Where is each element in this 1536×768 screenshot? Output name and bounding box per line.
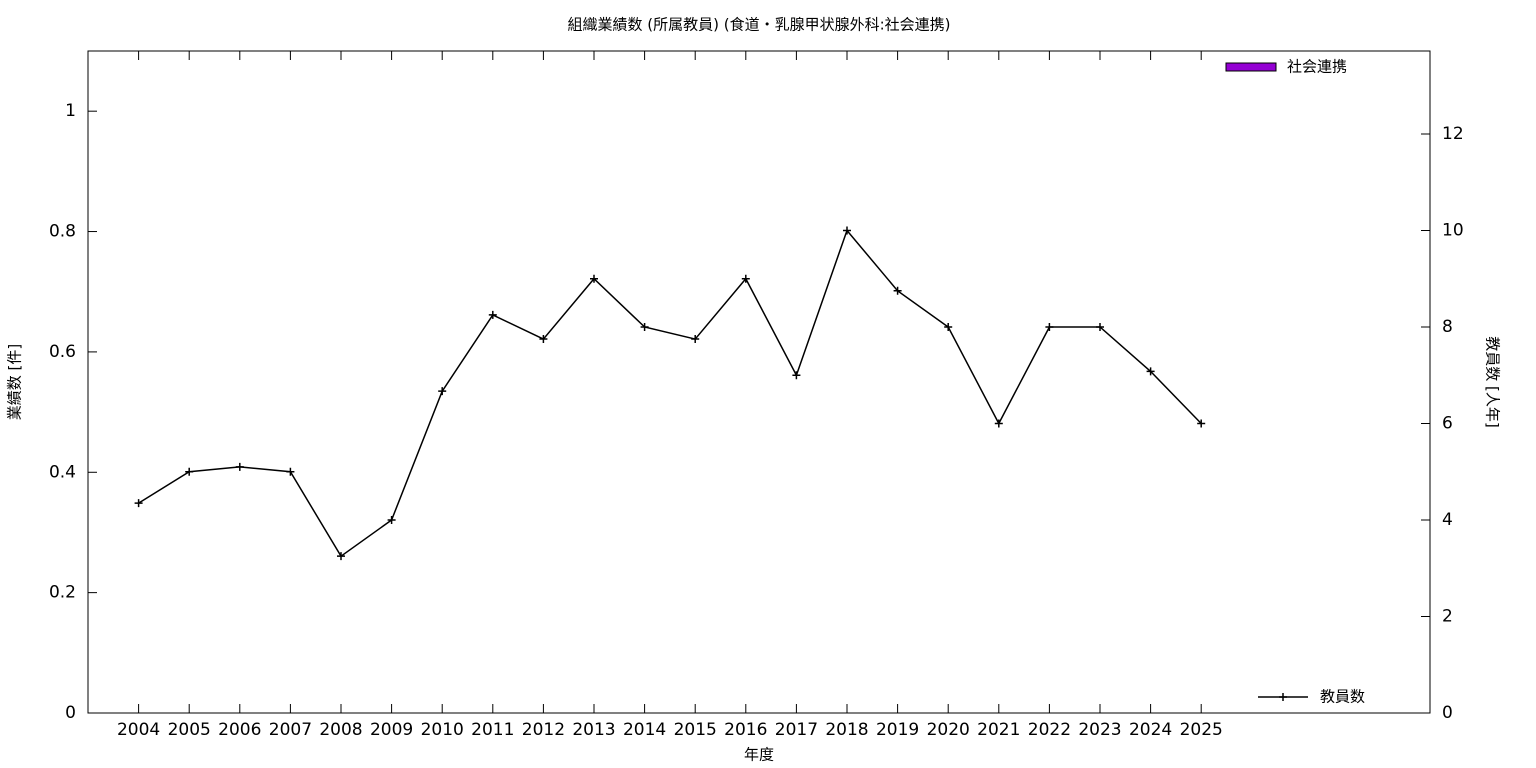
point-marker <box>741 274 750 283</box>
point-marker <box>438 387 447 396</box>
point-marker <box>792 371 801 380</box>
y-tick-label: 0.6 <box>49 342 76 362</box>
x-tick-label: 2005 <box>168 720 211 740</box>
plot-frame <box>87 50 1431 714</box>
point-marker <box>1045 322 1054 331</box>
point-marker <box>691 335 700 344</box>
point-marker <box>1197 419 1206 428</box>
y-axis-label: 業績数 [件] <box>6 344 24 420</box>
legend-marker <box>1279 693 1287 701</box>
point-marker <box>994 419 1003 428</box>
x-tick-label: 2011 <box>471 720 514 740</box>
y2-tick-label: 0 <box>1442 703 1453 723</box>
x-tick-label: 2022 <box>1028 720 1071 740</box>
legend-swatch <box>1225 62 1277 72</box>
point-marker <box>843 226 851 235</box>
x-tick-label: 2024 <box>1129 720 1172 740</box>
x-tick-label: 2021 <box>977 720 1020 740</box>
y2-tick-label: 4 <box>1442 510 1453 530</box>
x-tick-label: 2007 <box>269 720 312 740</box>
legend-label: 社会連携 <box>1287 58 1347 76</box>
point-marker <box>590 274 598 283</box>
x-axis-label: 年度 <box>744 746 774 764</box>
x-tick-label: 2018 <box>825 720 868 740</box>
y2-tick-label: 10 <box>1442 220 1464 240</box>
y2-tick-label: 12 <box>1442 124 1464 144</box>
y-tick-label: 0.8 <box>49 222 76 242</box>
x-tick-label: 2015 <box>674 720 717 740</box>
y2-axis-label: 教員数 [人年] <box>1484 336 1502 427</box>
y2-tick-label: 6 <box>1442 413 1453 433</box>
x-tick-label: 2004 <box>117 720 160 740</box>
point-marker <box>286 467 295 476</box>
chart-title: 組織業績数 (所属教員) (食道・乳腺甲状腺外科:社会連携) <box>567 16 950 34</box>
x-tick-label: 2006 <box>218 720 261 740</box>
x-tick-label: 2017 <box>775 720 818 740</box>
point-marker <box>134 499 143 508</box>
point-marker <box>539 335 548 344</box>
point-marker <box>488 310 497 319</box>
point-marker <box>387 515 396 524</box>
y-tick-label: 1 <box>65 101 76 121</box>
y2-tick-label: 8 <box>1442 317 1453 337</box>
x-tick-label: 2019 <box>876 720 919 740</box>
y-tick-label: 0.4 <box>49 462 76 482</box>
point-marker <box>1096 322 1104 331</box>
y2-tick-label: 2 <box>1442 606 1453 626</box>
point-marker <box>337 552 345 561</box>
point-marker <box>944 322 953 331</box>
x-tick-label: 2012 <box>522 720 565 740</box>
x-tick-label: 2025 <box>1180 720 1223 740</box>
point-marker <box>893 286 902 295</box>
x-tick-label: 2023 <box>1078 720 1121 740</box>
y-tick-label: 0 <box>65 703 76 723</box>
legend-label: 教員数 <box>1320 688 1365 706</box>
x-tick-label: 2020 <box>927 720 970 740</box>
x-tick-label: 2008 <box>319 720 362 740</box>
point-marker <box>1146 367 1155 376</box>
point-marker <box>185 467 194 476</box>
point-marker <box>640 322 649 331</box>
x-tick-label: 2010 <box>421 720 464 740</box>
x-tick-label: 2014 <box>623 720 666 740</box>
x-tick-label: 2016 <box>724 720 767 740</box>
y-tick-label: 0.2 <box>49 583 76 603</box>
line <box>138 229 1202 558</box>
point-marker <box>235 462 244 471</box>
x-tick-label: 2013 <box>572 720 615 740</box>
x-tick-label: 2009 <box>370 720 413 740</box>
